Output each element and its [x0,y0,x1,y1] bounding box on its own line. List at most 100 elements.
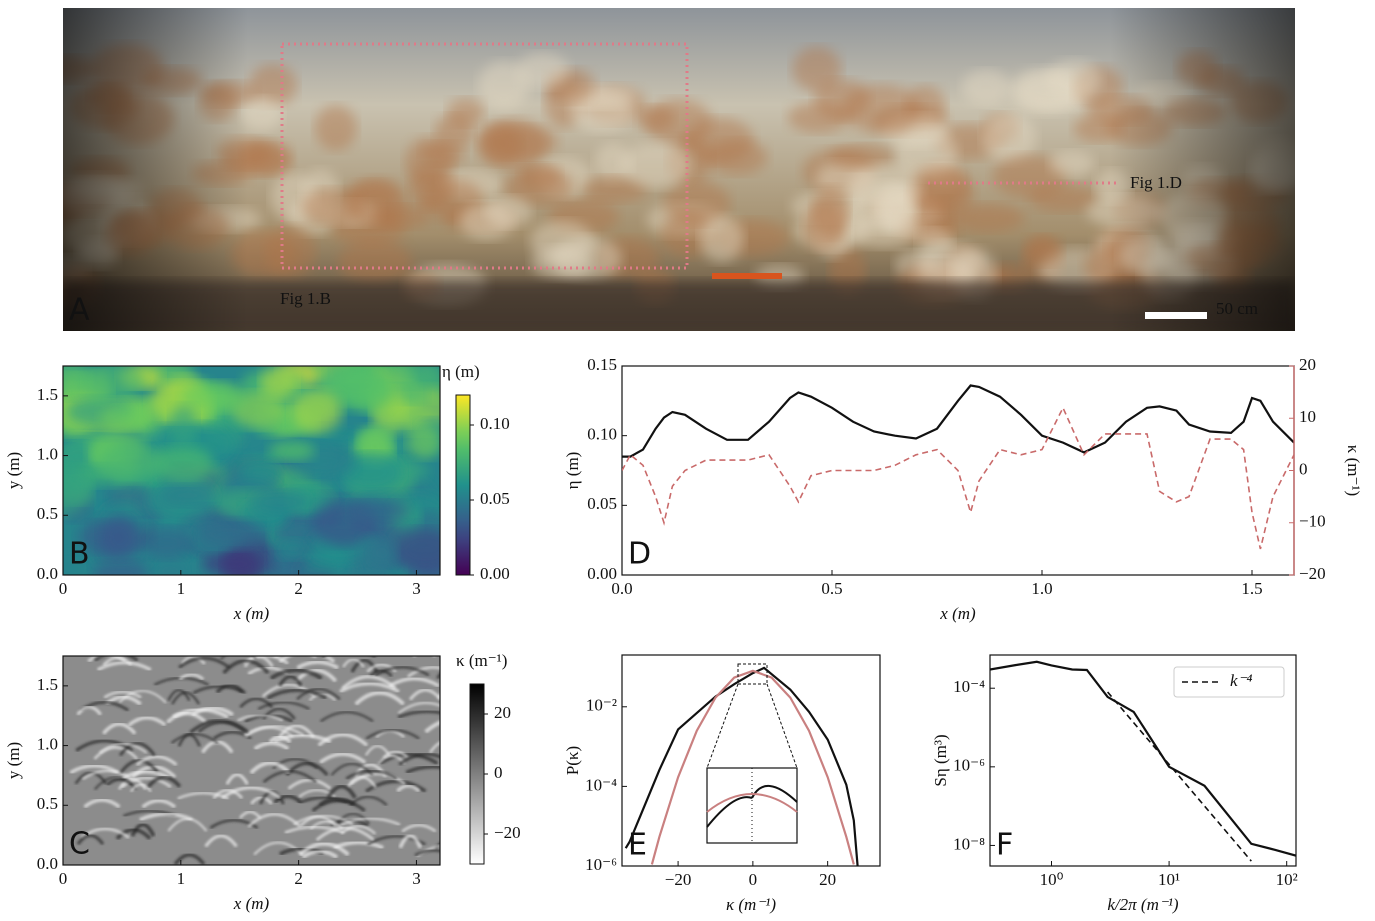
ridge [339,681,400,694]
ridge [141,798,177,809]
ridge [167,817,208,832]
ridge [266,688,327,700]
ridge [424,720,440,734]
ridge [247,813,302,828]
ridge [118,689,167,704]
blob [152,557,189,575]
ridge [320,710,374,723]
y-tick-label: 0.0 [37,854,58,873]
blob [63,547,95,575]
colorbar-tick-label: 0 [494,763,503,782]
y-axis-label: P(κ) [563,746,582,775]
zoom-link [706,683,739,769]
ridge [434,842,440,850]
ridge [378,752,439,766]
x-axis-label: x (m) [939,604,976,623]
blob [202,553,264,575]
ridge [99,742,148,754]
ridge [103,690,142,699]
ridge [319,752,367,765]
x-tick-label: 0.0 [611,579,632,598]
ridge [364,744,391,756]
ridge [96,661,152,672]
inset-curve [706,796,753,828]
x-tick-label: 3 [412,579,421,598]
ridge [221,786,282,800]
ridge [249,761,291,775]
y2-tick-label: 20 [1299,355,1316,374]
x-tick-label: 20 [819,870,836,889]
ridge [330,762,374,776]
ridge [102,722,137,735]
colorbar-label: η (m) [442,362,480,381]
ridge [345,769,398,780]
legend-label: k⁻⁴ [1230,671,1253,690]
y-tick-label: 0.5 [37,794,58,813]
y-axis-label: η (m) [563,452,582,490]
y-tick-label: 0.05 [587,494,617,513]
ridge [278,656,336,664]
plot-frame [989,654,1297,867]
x-tick-label: 10¹ [1158,870,1180,889]
ridge [398,752,440,766]
x-tick-label: 1.0 [1031,579,1052,598]
ridge [315,826,375,842]
x-axis-label: x (m) [233,894,270,913]
ridge [93,746,139,760]
blob [141,526,193,560]
ridge [209,818,259,829]
y-tick-label: 10⁻⁸ [953,834,985,853]
colorbar [469,683,485,865]
panel-label: C [69,827,90,862]
x-tick-label: 10² [1276,870,1298,889]
y-tick-label: 10⁻⁶ [585,855,617,874]
ridge [245,726,294,738]
ridge [273,794,302,804]
ridge [76,705,103,716]
data-line [1106,691,1252,862]
blob [380,366,440,389]
ridge [178,672,205,681]
x-tick-label: 0 [59,869,68,888]
ridge [309,820,344,830]
x-tick-label: 2 [294,579,303,598]
ridge [191,705,235,717]
y2-tick-label: 0 [1299,459,1308,478]
blob [63,469,90,516]
blob [181,381,249,413]
y2-tick-label: 10 [1299,407,1316,426]
blob [169,405,198,449]
x-tick-label: 2 [294,869,303,888]
ridge [118,741,156,757]
ridge [350,658,379,673]
x-tick-label: 3 [412,869,421,888]
blob [158,484,217,507]
panel-label: A [69,293,90,328]
ridge [130,822,156,837]
ridge [336,812,370,825]
plot-frame [621,654,881,867]
x-axis-label: k/2π (m⁻¹) [1107,895,1179,914]
ridge [204,834,238,848]
ridge [127,715,167,727]
y2-axis-label: κ (m⁻¹) [1344,445,1363,496]
ridge [298,795,349,805]
ridge [262,770,317,784]
blob [92,560,149,575]
ridge [397,710,440,719]
panel-label: D [628,537,651,572]
ridge [178,656,231,669]
blob [77,366,145,403]
blob [322,367,389,405]
panel-label: F [996,828,1013,863]
ruler [712,273,782,279]
ridge [243,725,305,737]
ridge [167,688,191,702]
x-tick-label: −20 [665,870,692,889]
panel-label: B [69,537,90,572]
data-line [622,405,1294,550]
y2-tick-label: −10 [1299,512,1326,531]
ridge [146,775,182,788]
ridge [180,656,206,665]
